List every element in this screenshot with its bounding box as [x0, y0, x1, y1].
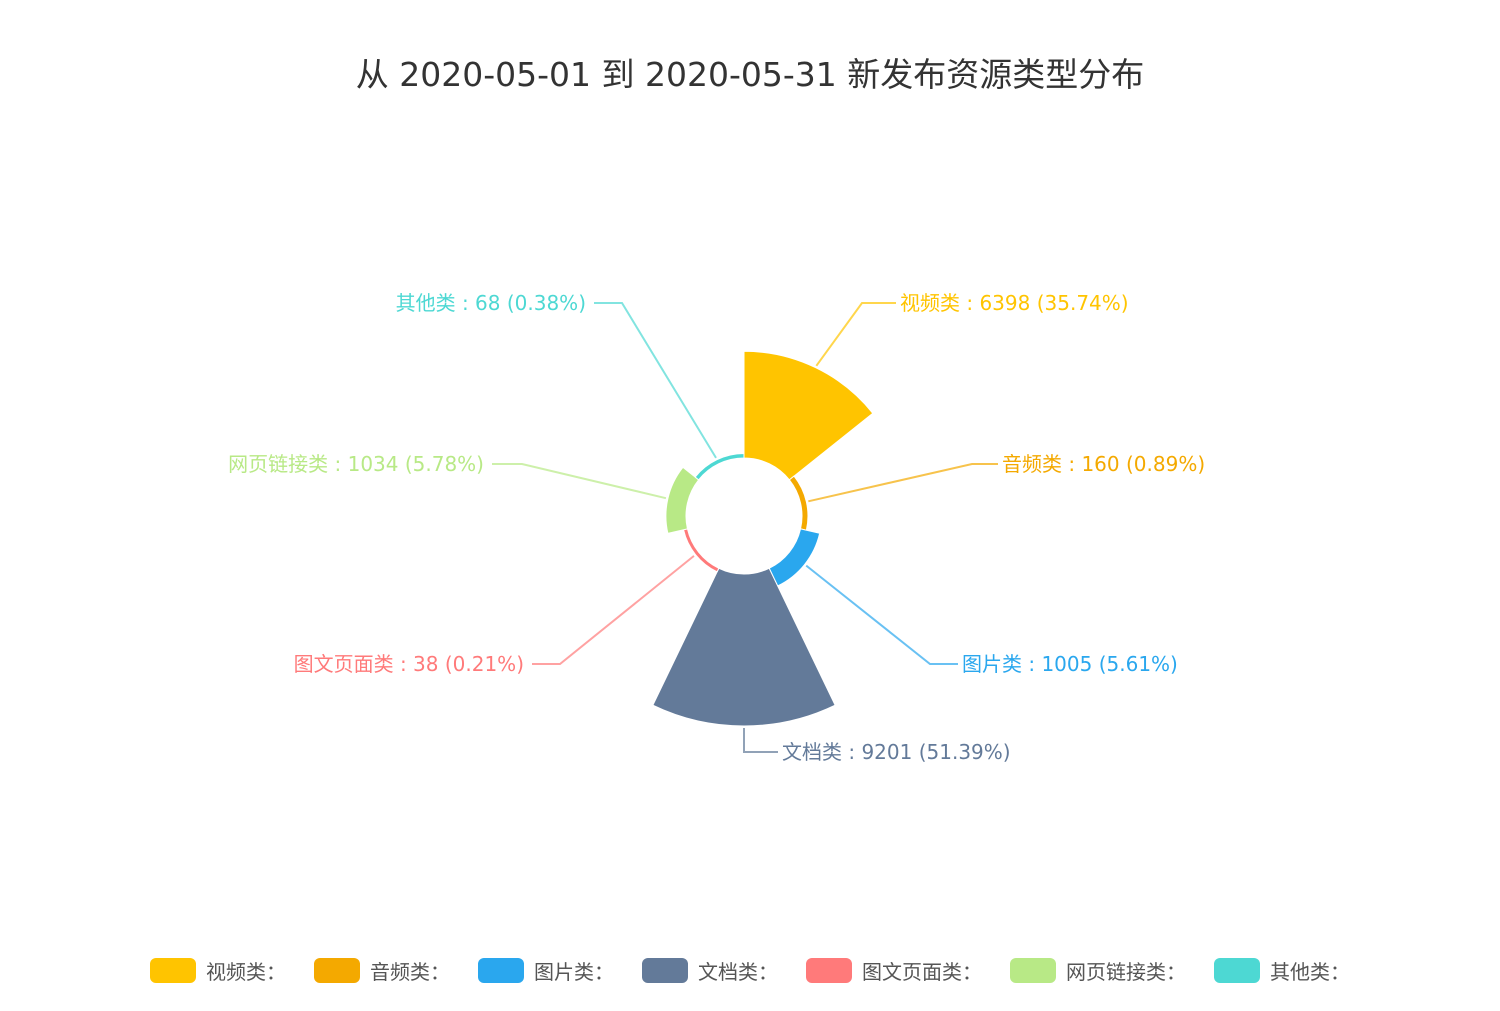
legend-item[interactable]: 网页链接类：	[1010, 956, 1186, 985]
slice-label: 音频类 : 160 (0.89%)	[1002, 452, 1205, 476]
legend-label: 图片类：	[534, 959, 614, 984]
slice-label: 图文页面类 : 38 (0.21%)	[294, 652, 524, 676]
legend-label: 网页链接类：	[1066, 959, 1186, 984]
legend-label: 图文页面类：	[862, 959, 982, 984]
rose-slice[interactable]	[652, 567, 836, 727]
leader-line	[743, 728, 778, 753]
legend-item[interactable]: 其他类：	[1214, 956, 1350, 985]
legend-swatch	[1214, 957, 1260, 983]
legend-swatch	[150, 957, 196, 983]
leader-line	[594, 302, 717, 459]
legend-item[interactable]: 音频类：	[314, 956, 450, 985]
legend-label: 视频类：	[206, 959, 286, 984]
legend-swatch	[314, 957, 360, 983]
legend-swatch	[642, 957, 688, 983]
legend-label: 其他类：	[1270, 959, 1350, 984]
rose-pie-chart: 视频类 : 6398 (35.74%) 音频类 : 160 (0.89%) 图片类 …	[228, 291, 1205, 764]
legend-label: 音频类：	[370, 959, 450, 984]
rose-slice[interactable]	[665, 466, 700, 534]
legend-item[interactable]: 图片类：	[478, 956, 614, 985]
legend-item[interactable]: 视频类：	[150, 956, 286, 985]
leader-line	[492, 463, 667, 500]
legend-swatch	[806, 957, 852, 983]
slice-labels: 视频类 : 6398 (35.74%) 音频类 : 160 (0.89%) 图片类 …	[228, 291, 1205, 764]
slice-label: 视频类 : 6398 (35.74%)	[900, 291, 1129, 315]
legend-item[interactable]: 文档类：	[642, 956, 778, 985]
rose-slice[interactable]	[694, 453, 745, 481]
slice-label: 文档类 : 9201 (51.39%)	[782, 740, 1011, 764]
leader-line	[805, 564, 958, 665]
slice-label: 网页链接类 : 1034 (5.78%)	[228, 452, 484, 476]
rose-slice[interactable]	[743, 350, 874, 481]
slice-label: 其他类 : 68 (0.38%)	[396, 291, 586, 315]
legend-swatch	[1010, 957, 1056, 983]
chart-title: 从 2020-05-01 到 2020-05-31 新发布资源类型分布	[355, 55, 1145, 94]
rose-slice[interactable]	[768, 528, 821, 587]
legend-swatch	[478, 957, 524, 983]
chart-legend: 视频类： 音频类： 图片类： 文档类： 图文页面类： 网页链接类： 其他类：	[0, 950, 1500, 990]
legend-label: 文档类：	[698, 959, 778, 984]
legend-item[interactable]: 图文页面类：	[806, 956, 982, 985]
leader-line	[532, 555, 695, 665]
rose-slice[interactable]	[788, 475, 809, 531]
leader-line	[808, 463, 998, 503]
slices	[652, 350, 874, 727]
leader-line	[815, 302, 896, 367]
rose-slice[interactable]	[682, 528, 720, 573]
slice-label: 图片类 : 1005 (5.61%)	[962, 652, 1178, 676]
